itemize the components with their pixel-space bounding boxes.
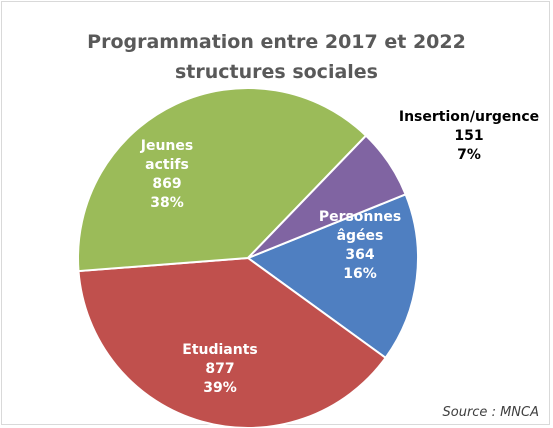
chart-title: Programmation entre 2017 et 2022 [87, 31, 466, 53]
slice-label-name: Etudiants [182, 342, 257, 358]
pie-slice-insertion-urgence [247, 134, 407, 259]
slice-label-personnes-agees: Personnes âgées 364 16% [319, 209, 401, 282]
source-note: Source : MNCA [442, 405, 540, 420]
chart-subtitle: structures sociales [174, 61, 378, 83]
slice-label-percent: 7% [457, 147, 481, 163]
pie-slice-jeunes-actifs [77, 86, 368, 273]
slice-label-value: 364 [345, 247, 374, 263]
slice-label-name: Personnes [319, 209, 401, 225]
pie-slice-personnes-agees [245, 193, 419, 360]
slice-label-insertion-urgence: Insertion/urgence 151 7% [399, 109, 539, 163]
slice-label-percent: 16% [343, 266, 377, 282]
slice-label-value: 869 [152, 176, 181, 192]
slice-label-name: actifs [145, 157, 189, 173]
pie-slice-etudiants [77, 256, 388, 428]
slice-label-name: Jeunes [140, 138, 193, 154]
slice-label-value: 877 [205, 361, 234, 377]
slice-label-percent: 38% [150, 195, 184, 211]
slice-label-percent: 39% [203, 380, 237, 396]
slice-label-jeunes-actifs: Jeunes actifs 869 38% [140, 138, 193, 211]
slice-label-name: âgées [337, 228, 384, 244]
slice-label-value: 151 [454, 128, 483, 144]
slice-label-name: Insertion/urgence [399, 109, 539, 125]
slice-label-etudiants: Etudiants 877 39% [182, 342, 257, 396]
